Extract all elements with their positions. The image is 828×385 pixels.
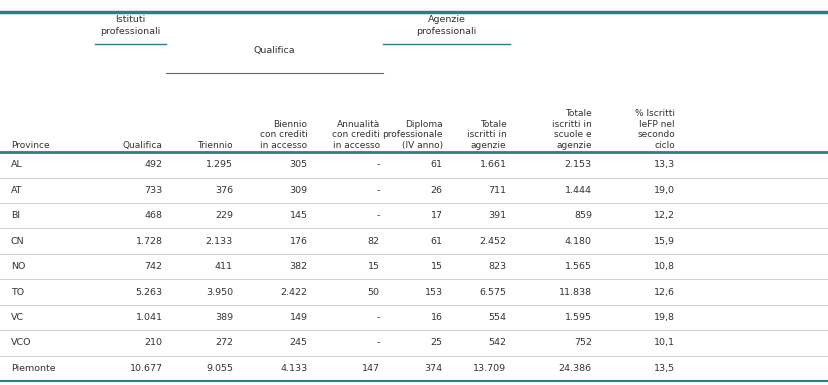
Text: Totale
iscritti in
scuole e
agenzie: Totale iscritti in scuole e agenzie bbox=[551, 109, 591, 150]
Text: Province: Province bbox=[11, 141, 50, 150]
Text: -: - bbox=[376, 211, 379, 220]
Text: 5.263: 5.263 bbox=[135, 288, 162, 296]
Text: Piemonte: Piemonte bbox=[11, 364, 55, 373]
Text: 742: 742 bbox=[144, 262, 162, 271]
Text: 2.133: 2.133 bbox=[205, 237, 233, 246]
Text: 13,3: 13,3 bbox=[652, 160, 674, 169]
Text: 305: 305 bbox=[289, 160, 307, 169]
Text: 15: 15 bbox=[368, 262, 379, 271]
Text: 245: 245 bbox=[289, 338, 307, 348]
Text: 176: 176 bbox=[289, 237, 307, 246]
Text: BI: BI bbox=[11, 211, 20, 220]
Text: 382: 382 bbox=[289, 262, 307, 271]
Text: 10,1: 10,1 bbox=[653, 338, 674, 348]
Text: 554: 554 bbox=[488, 313, 506, 322]
Text: 13,5: 13,5 bbox=[653, 364, 674, 373]
Text: 229: 229 bbox=[214, 211, 233, 220]
Text: CN: CN bbox=[11, 237, 24, 246]
Text: 153: 153 bbox=[424, 288, 442, 296]
Text: % Iscritti
IeFP nel
secondo
ciclo: % Iscritti IeFP nel secondo ciclo bbox=[634, 109, 674, 150]
Text: NO: NO bbox=[11, 262, 25, 271]
Text: 374: 374 bbox=[424, 364, 442, 373]
Text: 210: 210 bbox=[144, 338, 162, 348]
Text: 733: 733 bbox=[144, 186, 162, 195]
Text: TO: TO bbox=[11, 288, 24, 296]
Text: AL: AL bbox=[11, 160, 22, 169]
Text: Qualifica: Qualifica bbox=[123, 141, 162, 150]
Text: 492: 492 bbox=[144, 160, 162, 169]
Text: 1.728: 1.728 bbox=[135, 237, 162, 246]
Text: Diploma
professionale
(IV anno): Diploma professionale (IV anno) bbox=[382, 120, 442, 150]
Text: VC: VC bbox=[11, 313, 24, 322]
Text: 61: 61 bbox=[431, 237, 442, 246]
Text: 13.709: 13.709 bbox=[473, 364, 506, 373]
Text: -: - bbox=[376, 338, 379, 348]
Text: 391: 391 bbox=[488, 211, 506, 220]
Text: 24.386: 24.386 bbox=[558, 364, 591, 373]
Text: Annualità
con crediti
in accesso: Annualità con crediti in accesso bbox=[331, 120, 379, 150]
Text: 10.677: 10.677 bbox=[129, 364, 162, 373]
Text: 2.153: 2.153 bbox=[564, 160, 591, 169]
Text: 11.838: 11.838 bbox=[558, 288, 591, 296]
Text: 12,2: 12,2 bbox=[653, 211, 674, 220]
Text: 50: 50 bbox=[368, 288, 379, 296]
Text: -: - bbox=[376, 313, 379, 322]
Text: 149: 149 bbox=[289, 313, 307, 322]
Text: 752: 752 bbox=[573, 338, 591, 348]
Text: 2.422: 2.422 bbox=[280, 288, 307, 296]
Text: VCO: VCO bbox=[11, 338, 31, 348]
Text: 15: 15 bbox=[431, 262, 442, 271]
Text: 4.133: 4.133 bbox=[280, 364, 307, 373]
Text: 272: 272 bbox=[214, 338, 233, 348]
Text: 1.295: 1.295 bbox=[205, 160, 233, 169]
Text: 542: 542 bbox=[488, 338, 506, 348]
Text: 859: 859 bbox=[573, 211, 591, 220]
Text: 2.452: 2.452 bbox=[479, 237, 506, 246]
Text: 1.595: 1.595 bbox=[564, 313, 591, 322]
Text: Biennio
con crediti
in accesso: Biennio con crediti in accesso bbox=[259, 120, 307, 150]
Text: 376: 376 bbox=[214, 186, 233, 195]
Text: 61: 61 bbox=[431, 160, 442, 169]
Text: -: - bbox=[376, 186, 379, 195]
Text: Totale
iscritti in
agenzie: Totale iscritti in agenzie bbox=[466, 120, 506, 150]
Text: -: - bbox=[376, 160, 379, 169]
Text: 823: 823 bbox=[488, 262, 506, 271]
Text: 468: 468 bbox=[144, 211, 162, 220]
Text: 25: 25 bbox=[431, 338, 442, 348]
Text: 1.661: 1.661 bbox=[479, 160, 506, 169]
Text: 19,0: 19,0 bbox=[653, 186, 674, 195]
Text: Triennio: Triennio bbox=[197, 141, 233, 150]
Text: 19,8: 19,8 bbox=[653, 313, 674, 322]
Text: AT: AT bbox=[11, 186, 22, 195]
Text: 9.055: 9.055 bbox=[205, 364, 233, 373]
Text: 12,6: 12,6 bbox=[653, 288, 674, 296]
Text: Agenzie
professionali: Agenzie professionali bbox=[416, 15, 476, 35]
Text: 82: 82 bbox=[368, 237, 379, 246]
Text: Istituti
professionali: Istituti professionali bbox=[100, 15, 161, 35]
Text: 1.444: 1.444 bbox=[564, 186, 591, 195]
Text: 309: 309 bbox=[289, 186, 307, 195]
Text: 3.950: 3.950 bbox=[205, 288, 233, 296]
Text: 10,8: 10,8 bbox=[653, 262, 674, 271]
Text: 411: 411 bbox=[214, 262, 233, 271]
Text: 711: 711 bbox=[488, 186, 506, 195]
Text: 147: 147 bbox=[361, 364, 379, 373]
Text: 6.575: 6.575 bbox=[479, 288, 506, 296]
Text: 26: 26 bbox=[431, 186, 442, 195]
Text: 145: 145 bbox=[289, 211, 307, 220]
Text: 16: 16 bbox=[431, 313, 442, 322]
Text: 1.041: 1.041 bbox=[135, 313, 162, 322]
Text: 389: 389 bbox=[214, 313, 233, 322]
Text: 1.565: 1.565 bbox=[564, 262, 591, 271]
Text: 15,9: 15,9 bbox=[653, 237, 674, 246]
Text: 17: 17 bbox=[431, 211, 442, 220]
Text: 4.180: 4.180 bbox=[564, 237, 591, 246]
Text: Qualifica: Qualifica bbox=[253, 46, 295, 55]
